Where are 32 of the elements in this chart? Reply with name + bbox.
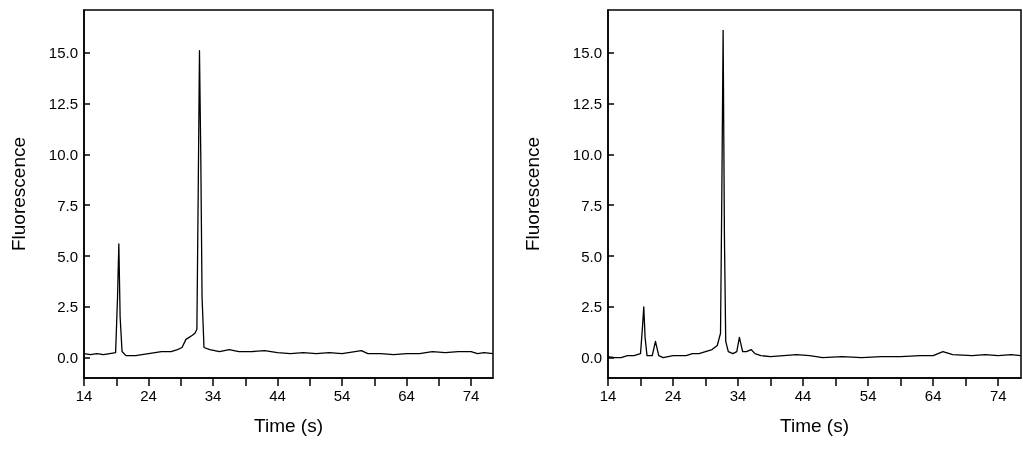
x-tick-label: 54 [859,387,877,404]
x-tick-label: 34 [729,387,747,404]
x-tick-label: 74 [462,387,480,404]
x-tick-label: 54 [333,387,351,404]
y-tick-label: 7.5 [581,196,602,214]
x-axis-title: Time (s) [780,415,849,436]
x-tick-label: 44 [794,387,812,404]
y-tick-label: 0.0 [581,349,602,367]
x-tick-label: 44 [269,387,286,404]
x-tick-label: 24 [140,387,157,404]
y-tick-label: 10.0 [48,145,78,163]
y-tick-label: 2.5 [581,298,602,316]
x-tick-label: 14 [599,387,617,404]
y-tick-label: 15.0 [572,44,602,62]
y-tick-label: 0.0 [57,349,78,367]
x-tick-label: 34 [204,387,222,404]
x-tick-label: 64 [924,387,942,404]
y-tick-label: 12.5 [48,95,78,113]
x-axis-title: Time (s) [254,415,323,436]
y-tick-label: 5.0 [57,247,78,265]
y-tick-label: 7.5 [57,196,78,214]
x-tick-label: 74 [989,387,1007,404]
y-tick-label: 15.0 [48,44,78,62]
y-tick-label: 10.0 [572,145,602,163]
y-tick-label: 5.0 [581,247,602,265]
x-tick-label: 24 [664,387,682,404]
x-tick-label: 64 [398,387,415,404]
y-tick-label: 2.5 [57,298,78,316]
y-axis-title: Fluorescence [522,136,543,252]
x-tick-label: 14 [75,387,93,404]
y-axis-title: Fluorescence [8,136,29,252]
y-tick-label: 12.5 [572,95,602,113]
